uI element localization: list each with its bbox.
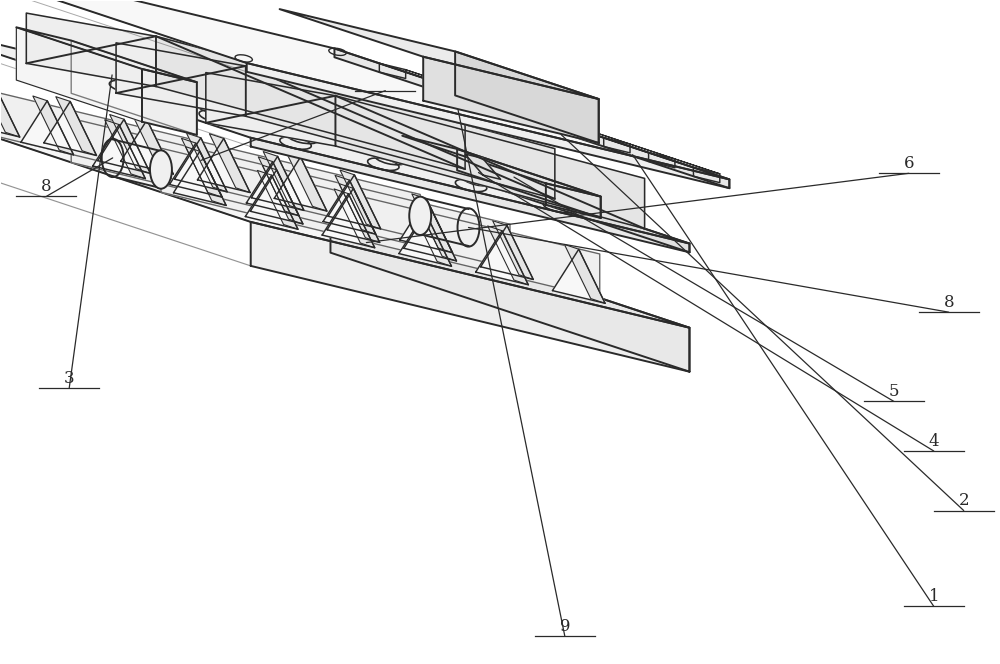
Polygon shape bbox=[250, 170, 303, 224]
Polygon shape bbox=[339, 184, 380, 242]
Polygon shape bbox=[186, 133, 227, 192]
Polygon shape bbox=[0, 83, 20, 137]
Polygon shape bbox=[110, 114, 150, 173]
Polygon shape bbox=[400, 199, 453, 253]
Polygon shape bbox=[0, 19, 689, 244]
Polygon shape bbox=[0, 103, 689, 328]
Polygon shape bbox=[0, 0, 729, 179]
Polygon shape bbox=[161, 148, 600, 298]
Polygon shape bbox=[56, 97, 97, 155]
Polygon shape bbox=[457, 149, 601, 218]
Polygon shape bbox=[156, 37, 465, 169]
Polygon shape bbox=[245, 175, 298, 229]
Polygon shape bbox=[323, 180, 376, 234]
Polygon shape bbox=[423, 56, 599, 143]
Polygon shape bbox=[246, 161, 299, 216]
Polygon shape bbox=[263, 151, 304, 210]
Polygon shape bbox=[16, 27, 197, 82]
Polygon shape bbox=[424, 78, 451, 94]
Polygon shape bbox=[251, 137, 689, 252]
Polygon shape bbox=[0, 89, 420, 238]
Polygon shape bbox=[33, 96, 74, 155]
Text: 5: 5 bbox=[889, 383, 899, 400]
Polygon shape bbox=[488, 226, 528, 285]
Polygon shape bbox=[286, 152, 327, 211]
Polygon shape bbox=[564, 244, 605, 303]
Polygon shape bbox=[274, 157, 327, 211]
Polygon shape bbox=[116, 43, 246, 116]
Polygon shape bbox=[469, 93, 495, 108]
Polygon shape bbox=[322, 194, 375, 248]
Polygon shape bbox=[335, 175, 376, 234]
Polygon shape bbox=[133, 115, 173, 174]
Polygon shape bbox=[251, 156, 304, 210]
Polygon shape bbox=[251, 222, 689, 372]
Polygon shape bbox=[206, 72, 335, 146]
Polygon shape bbox=[546, 183, 601, 218]
Polygon shape bbox=[174, 151, 226, 205]
Polygon shape bbox=[26, 13, 156, 86]
Polygon shape bbox=[559, 123, 585, 138]
Text: 6: 6 bbox=[904, 155, 914, 172]
Polygon shape bbox=[121, 120, 173, 174]
Polygon shape bbox=[404, 207, 457, 261]
Polygon shape bbox=[328, 175, 381, 229]
Polygon shape bbox=[209, 133, 250, 193]
Polygon shape bbox=[411, 207, 452, 266]
Polygon shape bbox=[142, 69, 197, 135]
Polygon shape bbox=[181, 138, 222, 197]
Ellipse shape bbox=[409, 197, 431, 235]
Text: 3: 3 bbox=[64, 370, 75, 387]
Polygon shape bbox=[175, 138, 227, 192]
Polygon shape bbox=[44, 102, 97, 155]
Polygon shape bbox=[514, 108, 540, 123]
Ellipse shape bbox=[150, 150, 172, 189]
Polygon shape bbox=[455, 51, 599, 143]
Polygon shape bbox=[379, 63, 406, 78]
Polygon shape bbox=[185, 147, 226, 205]
Polygon shape bbox=[16, 27, 142, 122]
Polygon shape bbox=[335, 96, 645, 228]
Polygon shape bbox=[21, 101, 74, 155]
Polygon shape bbox=[98, 120, 150, 173]
Polygon shape bbox=[340, 170, 381, 229]
Polygon shape bbox=[334, 48, 729, 188]
Text: 8: 8 bbox=[943, 293, 954, 311]
Polygon shape bbox=[552, 249, 605, 303]
Polygon shape bbox=[412, 194, 453, 253]
Polygon shape bbox=[246, 66, 555, 199]
Polygon shape bbox=[257, 171, 298, 229]
Polygon shape bbox=[0, 78, 20, 137]
Polygon shape bbox=[327, 189, 380, 242]
Polygon shape bbox=[416, 202, 457, 261]
Polygon shape bbox=[280, 9, 599, 99]
Polygon shape bbox=[170, 143, 222, 197]
Polygon shape bbox=[197, 139, 250, 193]
Polygon shape bbox=[71, 118, 510, 268]
Polygon shape bbox=[262, 165, 303, 224]
Polygon shape bbox=[330, 208, 689, 372]
Text: 4: 4 bbox=[928, 433, 939, 450]
Polygon shape bbox=[476, 230, 528, 285]
Polygon shape bbox=[604, 137, 630, 153]
Polygon shape bbox=[402, 135, 601, 197]
Polygon shape bbox=[481, 225, 533, 280]
Polygon shape bbox=[649, 153, 675, 168]
Polygon shape bbox=[105, 120, 145, 179]
Polygon shape bbox=[465, 154, 501, 179]
Text: 8: 8 bbox=[41, 178, 52, 195]
Polygon shape bbox=[330, 125, 689, 252]
Polygon shape bbox=[493, 220, 533, 280]
Text: 7: 7 bbox=[380, 72, 391, 89]
Polygon shape bbox=[693, 167, 720, 183]
Polygon shape bbox=[334, 189, 375, 248]
Polygon shape bbox=[258, 157, 299, 216]
Text: 1: 1 bbox=[928, 588, 939, 605]
Text: 2: 2 bbox=[958, 492, 969, 509]
Text: 9: 9 bbox=[560, 618, 570, 635]
Polygon shape bbox=[93, 125, 145, 179]
Polygon shape bbox=[399, 212, 452, 266]
Polygon shape bbox=[247, 63, 729, 188]
